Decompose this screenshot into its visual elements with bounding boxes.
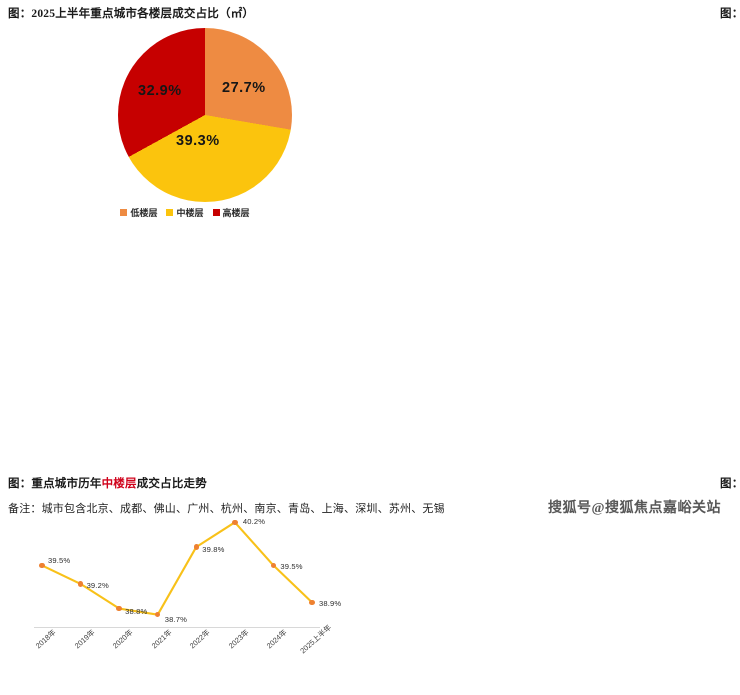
high-floor-chart-title: 图：重点城市历年高楼层成交占比走势 bbox=[720, 475, 740, 491]
pie-slice-label-mid: 39.3% bbox=[176, 133, 220, 149]
line-series-path bbox=[720, 22, 740, 222]
pie-chart: 27.7% 39.3% 32.9% bbox=[118, 28, 292, 202]
data-point-label: 39.2% bbox=[86, 580, 109, 590]
data-point bbox=[39, 562, 45, 569]
low-floor-title-prefix: 图：重点城市历年 bbox=[720, 8, 740, 20]
data-point-label: 39.5% bbox=[280, 562, 303, 572]
mid-floor-chart-title: 图：重点城市历年中楼层成交占比走势 bbox=[8, 475, 207, 491]
high-floor-title-prefix: 图：重点城市历年 bbox=[720, 478, 740, 490]
pie-legend-item: 高楼层 bbox=[212, 206, 250, 219]
line-series-path bbox=[40, 521, 314, 616]
mid-floor-line-chart: 39.5% 2018年 39.2% 2019年 38.8% 2020年 38.7% 2021年… bbox=[0, 490, 370, 695]
low-floor-line-chart: 26.0%2018年26.5%2019年27.1%2020年27.6%2021年… bbox=[720, 22, 740, 222]
legend-swatch-icon bbox=[166, 209, 174, 216]
data-point-label: 39.8% bbox=[202, 544, 225, 554]
pie-legend: 低楼层 中楼层 高楼层 bbox=[0, 206, 370, 219]
pie-disc bbox=[118, 28, 292, 202]
legend-swatch-icon bbox=[120, 209, 128, 216]
pie-slice-label-high: 32.9% bbox=[138, 83, 182, 99]
pie-legend-label: 高楼层 bbox=[222, 208, 250, 218]
data-point-label: 38.8% bbox=[125, 606, 148, 616]
pie-slice-label-low: 27.7% bbox=[222, 80, 266, 96]
pie-chart-title-text: 2025上半年重点城市各楼层成交占比（㎡） bbox=[31, 8, 255, 20]
pie-legend-item: 低楼层 bbox=[120, 206, 157, 219]
pie-legend-label: 中楼层 bbox=[176, 208, 204, 218]
panel-mid-floor-trend: 图：重点城市历年中楼层成交占比走势 39.5% 2018年 39.2% 2019年 38… bbox=[0, 232, 370, 655]
mid-floor-title-suffix: 成交占比走势 bbox=[136, 478, 207, 490]
data-point-label: 38.7% bbox=[164, 614, 187, 624]
data-point bbox=[309, 599, 315, 606]
legend-swatch-icon bbox=[212, 209, 220, 216]
footer-note: 备注：城市包含北京、成都、佛山、广州、杭州、南京、青岛、上海、深圳、苏州、无锡 bbox=[8, 503, 445, 515]
panel-low-floor-trend: 图：重点城市历年低楼层成交占比走势 26.0%2018年26.5%2019年27… bbox=[360, 0, 740, 232]
high-floor-line-chart: 34.5%2018年34.2%2019年34.1%2020年33.7%2021年… bbox=[720, 490, 740, 695]
line-series-path bbox=[720, 490, 740, 695]
panel-pie-floor-share: 图：2025上半年重点城市各楼层成交占比（㎡） 27.7% 39.3% 32.9… bbox=[0, 0, 370, 232]
data-point bbox=[232, 519, 238, 526]
pie-chart-title-prefix: 图： bbox=[8, 8, 32, 20]
data-point-label: 38.9% bbox=[319, 599, 342, 609]
data-point bbox=[116, 605, 122, 612]
low-floor-chart-title: 图：重点城市历年低楼层成交占比走势 bbox=[720, 5, 740, 21]
mid-floor-title-highlight: 中楼层 bbox=[101, 478, 137, 490]
data-point-label: 40.2% bbox=[242, 517, 266, 527]
mid-floor-title-prefix: 图：重点城市历年 bbox=[8, 478, 102, 490]
panel-high-floor-trend: 图：重点城市历年高楼层成交占比走势 34.5%2018年34.2%2019年34… bbox=[360, 232, 740, 490]
watermark: 搜狐号@搜狐焦点嘉峪关站 bbox=[548, 501, 722, 516]
pie-chart-title: 图：2025上半年重点城市各楼层成交占比（㎡） bbox=[8, 5, 254, 21]
data-point bbox=[193, 544, 199, 550]
pie-legend-label: 低楼层 bbox=[130, 208, 158, 218]
report-page: 图：2025上半年重点城市各楼层成交占比（㎡） 27.7% 39.3% 32.9… bbox=[0, 0, 740, 656]
data-point-label: 39.5% bbox=[48, 556, 71, 566]
data-point bbox=[77, 581, 84, 587]
pie-legend-item: 中楼层 bbox=[166, 206, 204, 219]
